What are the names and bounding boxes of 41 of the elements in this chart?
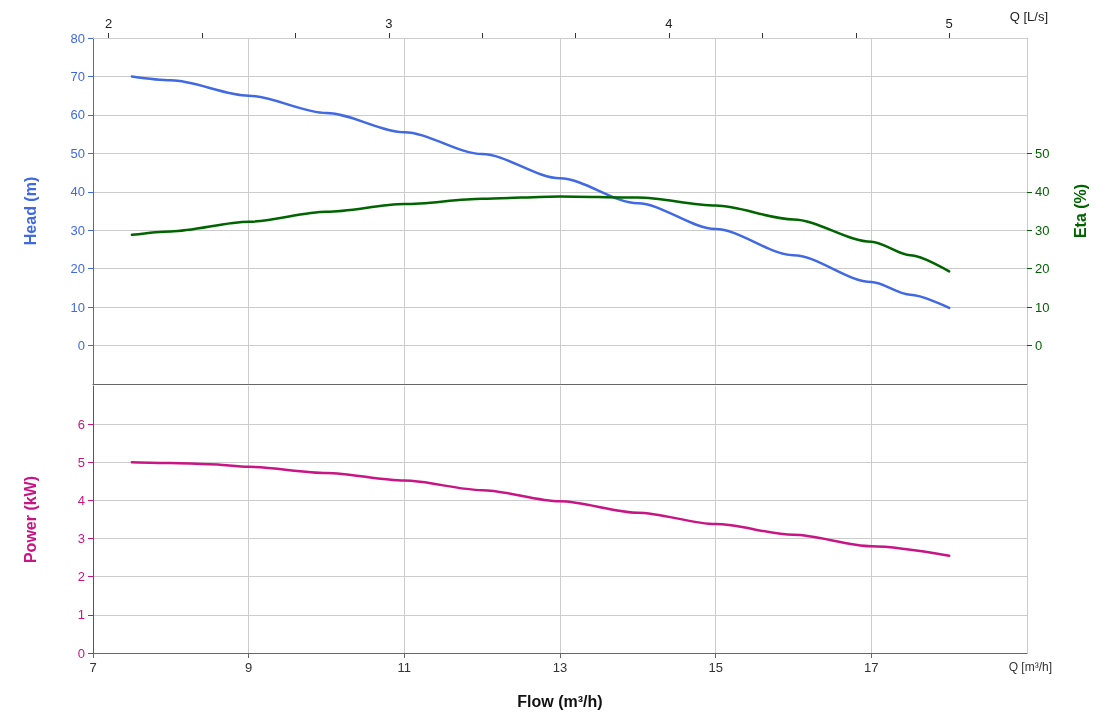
y2-tick-label: 10 [1035,299,1050,315]
x-tick-label: 15 [708,660,723,675]
y-tick-label: 1 [77,607,85,623]
line-series [130,195,951,273]
y-tick-label: 30 [70,222,85,238]
y-axis-title: Head (m) [21,176,39,246]
x2-tick-label: 3 [385,16,393,31]
y-tick-label: 4 [77,492,85,508]
x-tick-label: 9 [245,660,253,675]
y-tick-label: 0 [77,338,85,354]
y-tick-label: 0 [77,645,85,661]
x2-tick-label: 4 [665,16,673,31]
y-tick-label: 6 [77,416,85,432]
y2-tick-label: 0 [1035,338,1043,354]
line-series [130,75,951,310]
x2-axis-title: Q [L/s] [1009,9,1049,24]
line-series [130,461,951,557]
y-tick-label: 20 [70,261,85,277]
y-tick-label: 3 [77,531,85,547]
x2-tick-label: 5 [945,16,953,31]
text: Q [m³/h] [1008,660,1053,674]
x2-tick-label: 2 [105,16,113,31]
y-tick-label: 70 [70,68,85,84]
y-tick-label: 10 [70,299,85,315]
y2-tick-label: 50 [1035,145,1050,161]
x-tick-label: 13 [552,660,568,675]
x-tick-label: 17 [864,660,879,675]
x-tick-label: 7 [89,660,97,675]
y2-tick-label: 20 [1035,261,1050,277]
y-tick-label: 5 [77,454,85,470]
y2-tick-label: 30 [1035,222,1050,238]
y-tick-label: 40 [70,184,85,200]
x-axis-title: Flow (m³/h) [517,692,603,710]
y-tick-label: 2 [77,569,85,585]
y2-tick-label: 40 [1035,184,1050,200]
y-tick-label: 60 [70,107,85,123]
x-tick-label: 11 [397,660,412,675]
y2-axis-title: Eta (%) [1071,183,1089,239]
y-axis-title: Power (kW) [21,475,39,564]
y-tick-label: 80 [70,30,85,46]
y-tick-label: 50 [70,145,85,161]
